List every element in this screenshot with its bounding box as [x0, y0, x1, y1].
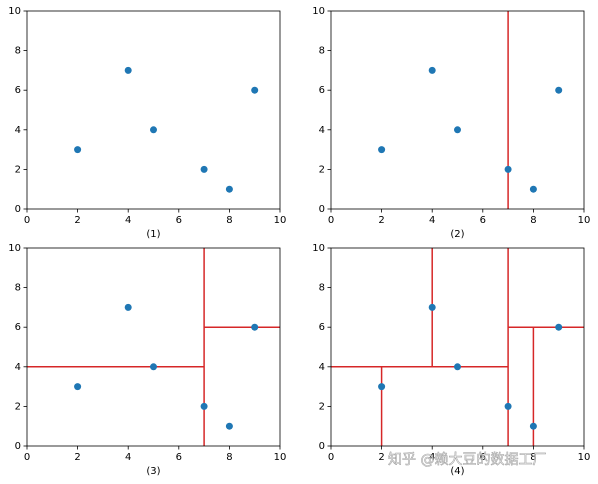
point	[251, 323, 259, 331]
y-tick-label: 6	[15, 85, 21, 96]
point	[555, 86, 563, 94]
x-axis-label: (1)	[146, 229, 160, 240]
y-tick-label: 10	[8, 6, 21, 17]
x-tick-label: 6	[480, 452, 486, 463]
point	[124, 303, 132, 311]
axes-frame	[26, 247, 281, 447]
point	[428, 303, 436, 311]
y-tick-label: 0	[15, 204, 21, 215]
x-tick-label: 4	[125, 452, 131, 463]
point	[251, 86, 259, 94]
point	[74, 383, 82, 391]
y-tick-label: 4	[15, 125, 21, 136]
y-tick-label: 8	[319, 283, 325, 294]
x-tick-label: 4	[429, 452, 435, 463]
x-tick-label: 10	[274, 452, 287, 463]
y-tick-label: 2	[15, 401, 21, 412]
x-tick-label: 8	[530, 215, 536, 226]
y-tick-label: 2	[319, 401, 325, 412]
axes-frame	[330, 10, 585, 210]
x-tick-label: 10	[274, 215, 287, 226]
y-tick-label: 8	[15, 283, 21, 294]
x-tick-label: 2	[74, 215, 80, 226]
y-tick-label: 10	[312, 6, 325, 17]
y-tick-label: 2	[319, 164, 325, 175]
point	[378, 146, 386, 154]
x-tick-label: 2	[378, 452, 384, 463]
y-tick-label: 0	[319, 441, 325, 452]
y-tick-label: 0	[319, 204, 325, 215]
x-tick-label: 0	[328, 452, 334, 463]
point	[225, 422, 233, 430]
y-tick-label: 4	[319, 362, 325, 373]
point	[428, 66, 436, 74]
y-tick-label: 8	[319, 46, 325, 57]
y-tick-label: 10	[312, 243, 325, 254]
x-tick-label: 0	[24, 215, 30, 226]
y-tick-label: 8	[15, 46, 21, 57]
x-axis-label: (4)	[450, 466, 464, 477]
point	[378, 383, 386, 391]
axes-frame	[26, 10, 281, 210]
x-tick-label: 10	[578, 452, 591, 463]
x-tick-label: 8	[226, 215, 232, 226]
point	[454, 126, 461, 134]
point	[504, 402, 512, 410]
x-tick-label: 10	[578, 215, 591, 226]
x-tick-label: 8	[226, 452, 232, 463]
point	[454, 363, 461, 371]
x-tick-label: 4	[429, 215, 435, 226]
x-tick-label: 4	[125, 215, 131, 226]
y-tick-label: 6	[319, 85, 325, 96]
y-tick-label: 0	[15, 441, 21, 452]
y-tick-label: 4	[15, 362, 21, 373]
point	[555, 323, 563, 331]
x-tick-label: 0	[328, 215, 334, 226]
y-tick-label: 2	[15, 164, 21, 175]
x-tick-label: 2	[378, 215, 384, 226]
point	[200, 165, 208, 173]
x-tick-label: 2	[74, 452, 80, 463]
x-tick-label: 6	[176, 452, 182, 463]
point	[150, 126, 157, 134]
y-tick-label: 4	[319, 125, 325, 136]
point	[529, 185, 537, 193]
point	[504, 165, 512, 173]
y-tick-label: 6	[15, 322, 21, 333]
axes-frame	[330, 247, 585, 447]
y-tick-label: 10	[8, 243, 21, 254]
x-tick-label: 6	[176, 215, 182, 226]
point	[200, 402, 208, 410]
x-axis-label: (2)	[450, 229, 464, 240]
x-tick-label: 6	[480, 215, 486, 226]
watermark: 知乎 @赖大豆的数据工厂	[388, 451, 546, 468]
point	[529, 422, 537, 430]
point	[124, 66, 132, 74]
point	[225, 185, 233, 193]
x-tick-label: 0	[24, 452, 30, 463]
x-tick-label: 8	[530, 452, 536, 463]
x-axis-label: (3)	[146, 466, 160, 477]
point	[150, 363, 157, 371]
y-tick-label: 6	[319, 322, 325, 333]
point	[74, 146, 82, 154]
